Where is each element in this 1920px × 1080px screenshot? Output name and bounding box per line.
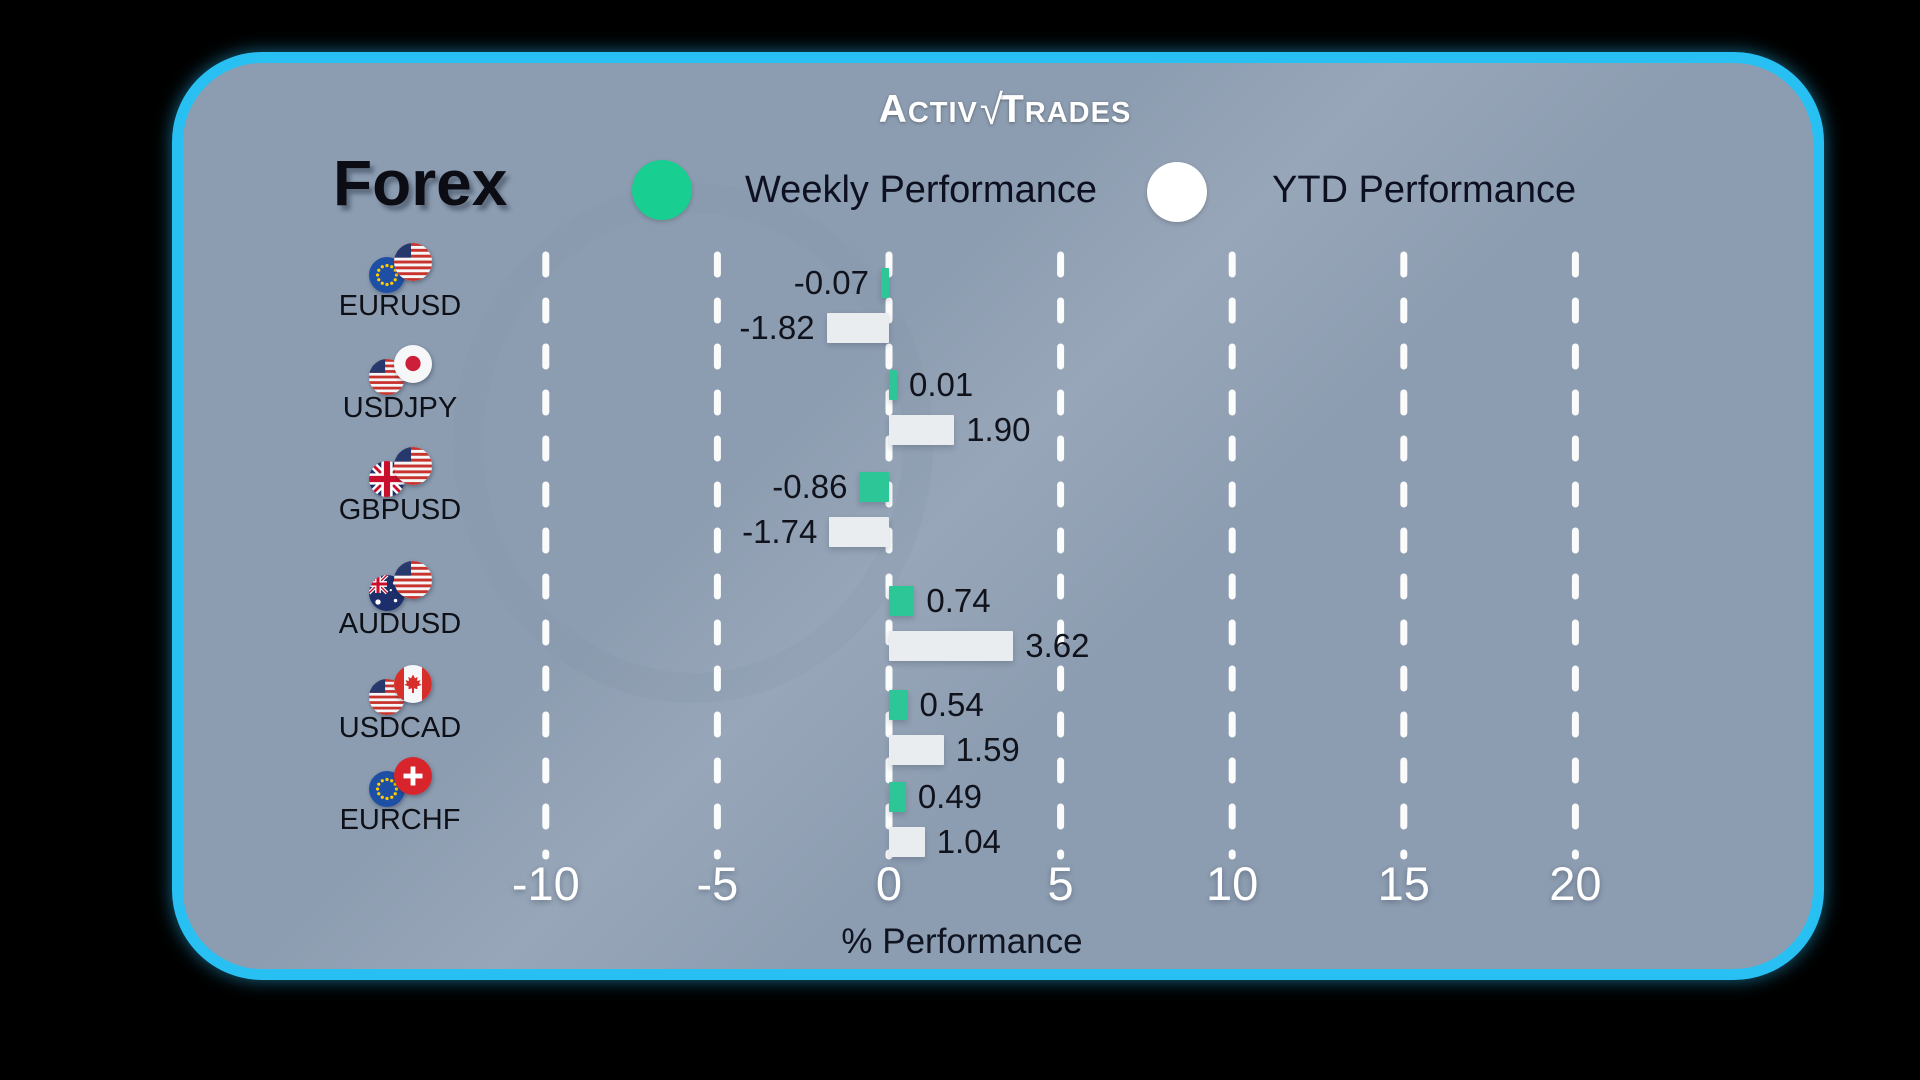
weekly-value-label: 0.49 [917,778,983,815]
weekly-bar [889,586,915,616]
flag-ch-icon [394,757,432,795]
pair-label: USDCAD [338,712,462,744]
x-tick-label: 5 [1047,857,1074,910]
ytd-value-label: 1.59 [955,731,1020,768]
flag-ca-icon [394,665,432,703]
pair-label: GBPUSD [338,494,462,526]
weekly-value-label: 0.74 [926,582,991,619]
weekly-bar [889,370,897,400]
background-highlight-band [183,63,1813,969]
x-tick-label: 20 [1549,857,1602,910]
ytd-bar [829,517,889,547]
activtrades-logo: Activ√Trades [840,84,1170,133]
ytd-bar [889,827,925,857]
page-title: Forex [333,147,508,219]
weekly-value-label: -0.86 [772,468,848,505]
ytd-value-label: 3.62 [1025,627,1090,664]
pair-label: EURCHF [339,804,461,836]
ytd-bar [889,415,955,445]
logo-radical-icon: √ [979,86,1003,133]
card-background [172,52,1824,980]
flag-jp-icon [394,345,432,383]
legend-ytd-dot-icon [1147,162,1207,222]
weekly-bar [889,690,908,720]
ytd-value-label: 1.90 [966,411,1031,448]
weekly-bar [859,472,889,502]
weekly-bar [881,268,889,298]
x-tick-label: 0 [875,857,903,910]
legend-ytd-label: YTD Performance [1272,169,1577,211]
ytd-value-label: -1.74 [742,513,818,550]
flag-us-icon [394,447,432,485]
weekly-value-label: 0.01 [909,366,974,403]
pair-label: AUDUSD [338,608,462,640]
flag-us-icon [394,243,432,281]
x-tick-label: -5 [696,857,739,910]
logo-text-left: Activ [878,88,978,131]
x-tick-label: -10 [511,857,580,910]
logo-text-right: Trades [999,88,1132,131]
x-axis-label: % Performance [841,922,1083,961]
ytd-value-label: -1.82 [739,309,815,346]
weekly-value-label: -0.07 [793,264,869,301]
ytd-bar [826,313,889,343]
ytd-value-label: 1.04 [936,823,1001,860]
pair-label: EURUSD [338,290,462,322]
weekly-value-label: 0.54 [919,686,984,723]
legend-weekly-dot-icon [632,160,692,220]
x-tick-label: 10 [1206,857,1259,910]
ytd-bar [889,735,944,765]
legend-weekly-label: Weekly Performance [745,169,1097,211]
pair-label: USDJPY [342,392,458,424]
weekly-bar [889,782,906,812]
x-tick-label: 15 [1377,857,1430,910]
flag-us-icon [394,561,432,599]
ytd-bar [889,631,1014,661]
